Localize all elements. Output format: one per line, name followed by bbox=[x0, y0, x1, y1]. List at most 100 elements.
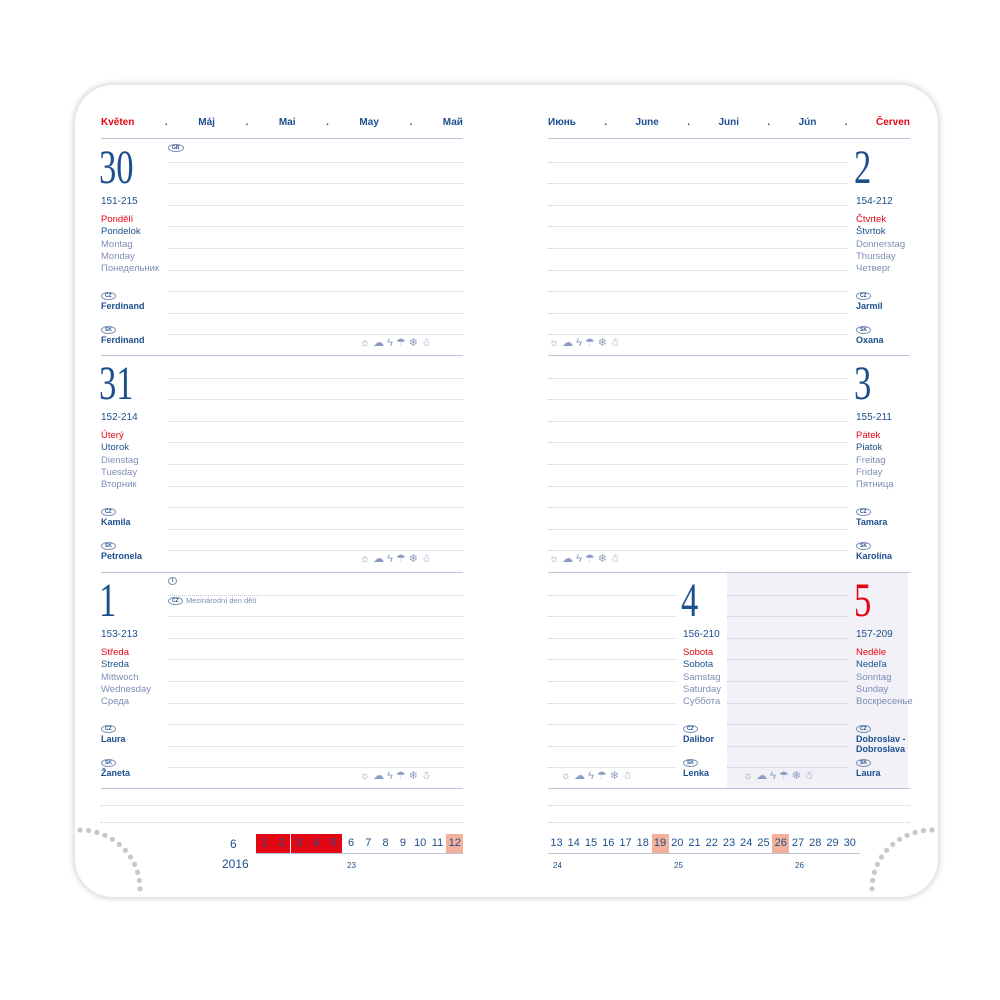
writing-line bbox=[168, 485, 463, 487]
writing-line bbox=[727, 745, 848, 747]
calendar-day[interactable]: 27 bbox=[791, 837, 805, 849]
writing-line bbox=[548, 550, 848, 552]
writing-line bbox=[168, 507, 463, 509]
cz-badge: CZ bbox=[683, 725, 698, 733]
weekday-name: Úterý bbox=[101, 430, 124, 441]
weekday-name: Вторник bbox=[101, 479, 137, 491]
weather-icons[interactable]: ☼☁ϟ☂❄☃ bbox=[549, 553, 623, 565]
month-label: . bbox=[326, 117, 329, 128]
calendar-day[interactable]: 25 bbox=[757, 837, 770, 849]
calendar-day[interactable]: 17 bbox=[619, 837, 632, 849]
calendar-day[interactable]: 4 bbox=[307, 834, 325, 853]
weekday-name: Четверг bbox=[856, 263, 891, 275]
calendar-day[interactable]: 18 bbox=[636, 837, 649, 849]
sk-badge: SK bbox=[856, 326, 871, 334]
calendar-day[interactable]: 9 bbox=[399, 837, 406, 849]
month-label: . bbox=[844, 117, 848, 128]
weekday-name: Dienstag bbox=[101, 454, 139, 466]
writing-line bbox=[548, 659, 676, 661]
writing-line bbox=[168, 226, 463, 228]
day-number: 3 bbox=[854, 357, 872, 410]
sk-badge: SK bbox=[101, 759, 116, 767]
calendar-day[interactable]: 21 bbox=[688, 837, 701, 849]
calendar-day[interactable]: 10 bbox=[414, 837, 427, 849]
day-of-year: 157-209 bbox=[856, 629, 893, 640]
calendar-day[interactable]: 26 bbox=[772, 834, 790, 853]
weather-icons[interactable]: ☼☁ϟ☂❄☃ bbox=[360, 553, 434, 565]
weekday-name: Pondelok bbox=[101, 226, 141, 238]
calendar-day[interactable]: 14 bbox=[567, 837, 580, 849]
month-label: . bbox=[409, 117, 413, 128]
calendar-day[interactable]: 23 bbox=[722, 837, 736, 849]
day-divider bbox=[548, 355, 910, 356]
calendar-day[interactable]: 15 bbox=[584, 837, 598, 849]
writing-line bbox=[727, 616, 848, 618]
extra-line bbox=[101, 805, 463, 806]
cz-badge: CZ bbox=[101, 508, 116, 516]
calendar-day[interactable]: 19 bbox=[651, 834, 669, 853]
weather-icons[interactable]: ☼☁ϟ☂❄☃ bbox=[743, 770, 817, 782]
weather-icons[interactable]: ☼☁ϟ☂❄☃ bbox=[561, 770, 635, 782]
calendar-day[interactable]: 3 bbox=[290, 834, 308, 853]
calendar-day[interactable]: 2 bbox=[273, 834, 291, 853]
day-divider bbox=[548, 572, 910, 573]
day-number: 31 bbox=[99, 357, 134, 410]
calendar-day[interactable]: 22 bbox=[705, 837, 718, 849]
writing-line bbox=[548, 291, 848, 293]
cz-badge: CZ bbox=[101, 725, 116, 733]
calendar-day[interactable]: 30 bbox=[843, 837, 856, 849]
holiday-badge: GB bbox=[168, 144, 184, 152]
writing-line bbox=[168, 204, 463, 206]
writing-line bbox=[548, 745, 676, 747]
calendar-day[interactable]: 29 bbox=[826, 837, 839, 849]
calendar-day[interactable]: 11 bbox=[431, 837, 444, 849]
writing-line bbox=[548, 226, 848, 228]
cz-nameday: Kamila bbox=[101, 517, 131, 527]
weekday-names: Úterý Utorok Dienstag Tuesday Вторник bbox=[101, 430, 139, 491]
writing-line bbox=[168, 183, 463, 185]
calendar-day[interactable]: 5 bbox=[325, 834, 343, 853]
weather-icons[interactable]: ☼☁ϟ☂❄☃ bbox=[549, 337, 623, 349]
month-label: June bbox=[635, 117, 659, 128]
writing-line bbox=[727, 724, 848, 726]
month-label: . bbox=[245, 117, 249, 128]
weekday-names: Středa Streda Mittwoch Wednesday Среда bbox=[101, 647, 151, 708]
calendar-day[interactable]: 7 bbox=[365, 837, 372, 849]
calendar-day[interactable]: 1 bbox=[256, 834, 273, 853]
writing-line bbox=[168, 334, 463, 336]
writing-line bbox=[548, 420, 848, 422]
writing-line bbox=[727, 702, 848, 704]
calendar-day[interactable]: 12 bbox=[446, 834, 464, 853]
weekday-name: Среда bbox=[101, 696, 130, 708]
weekday-names: Sobota Sobota Samstag Saturday Суббота bbox=[683, 647, 721, 708]
calendar-day[interactable]: 28 bbox=[809, 837, 822, 849]
calendar-day[interactable]: 8 bbox=[382, 837, 389, 849]
header-right: Июнь. June. Juni. Jún. Červen bbox=[548, 117, 910, 139]
weekday-name: Montag bbox=[101, 238, 133, 250]
weekday-name: Středa bbox=[101, 647, 129, 658]
weather-icons[interactable]: ☼☁ϟ☂❄☃ bbox=[360, 770, 434, 782]
weekday-name: Pátek bbox=[856, 430, 881, 441]
calendar-day[interactable]: 20 bbox=[671, 837, 684, 849]
month-label: Květen bbox=[101, 117, 135, 128]
cz-badge: CZ bbox=[101, 292, 116, 300]
calendar-day[interactable]: 6 bbox=[347, 837, 355, 849]
day-divider bbox=[101, 788, 463, 789]
calendar-day[interactable]: 16 bbox=[602, 837, 615, 849]
writing-line bbox=[168, 377, 463, 379]
writing-line bbox=[548, 204, 848, 206]
weather-icons[interactable]: ☼☁ϟ☂❄☃ bbox=[360, 337, 434, 349]
cz-nameday: Jarmil bbox=[856, 301, 883, 311]
holiday-note: Mezinárodní den dětí bbox=[186, 596, 257, 605]
week-number: 24 bbox=[553, 861, 562, 870]
calendar-day[interactable]: 24 bbox=[740, 837, 753, 849]
writing-line bbox=[727, 659, 848, 661]
writing-line bbox=[548, 269, 848, 271]
writing-line bbox=[548, 681, 676, 682]
sk-nameday: Oxana bbox=[856, 335, 884, 345]
day-divider bbox=[101, 355, 463, 356]
month-label: Mai bbox=[278, 117, 296, 128]
sunday-shade bbox=[727, 573, 908, 788]
sk-badge: SK bbox=[101, 542, 116, 550]
calendar-day[interactable]: 13 bbox=[550, 837, 563, 849]
